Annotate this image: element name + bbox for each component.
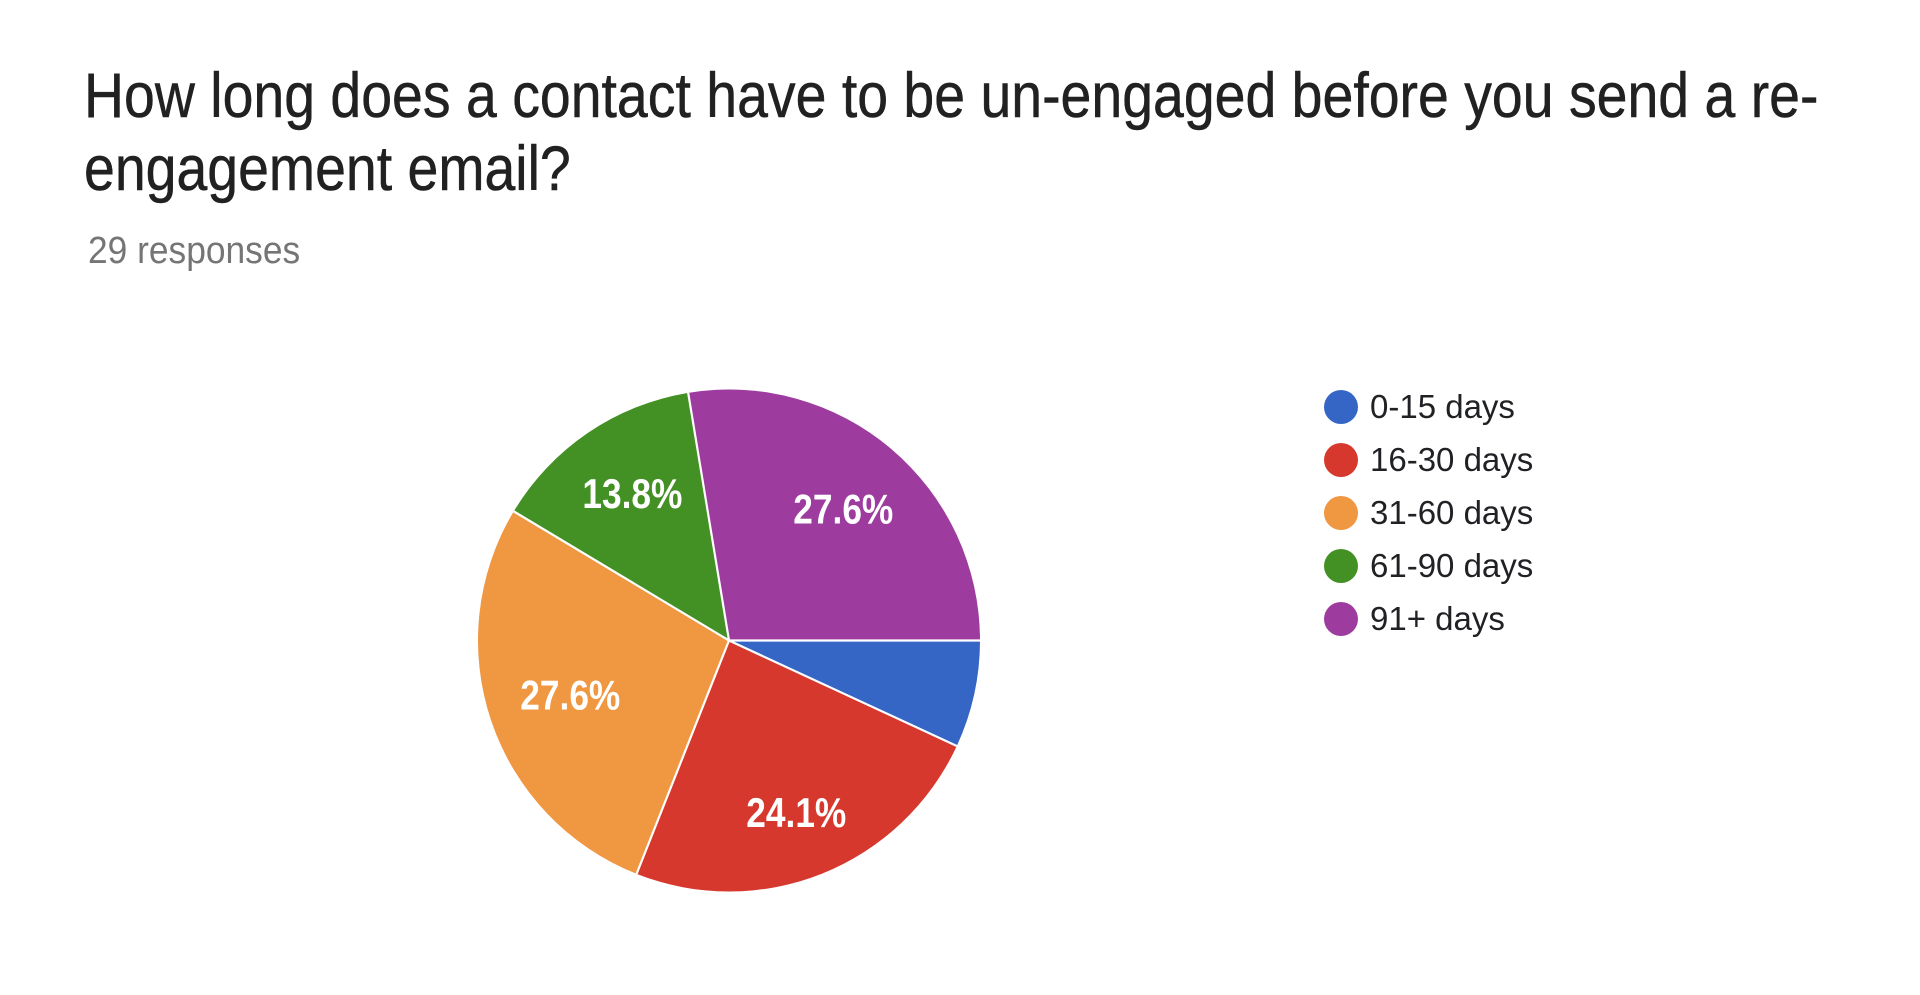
svg-text:27.6%: 27.6% [793,485,893,532]
svg-text:27.6%: 27.6% [520,672,620,719]
svg-text:13.8%: 13.8% [582,470,682,517]
svg-text:24.1%: 24.1% [746,789,846,836]
